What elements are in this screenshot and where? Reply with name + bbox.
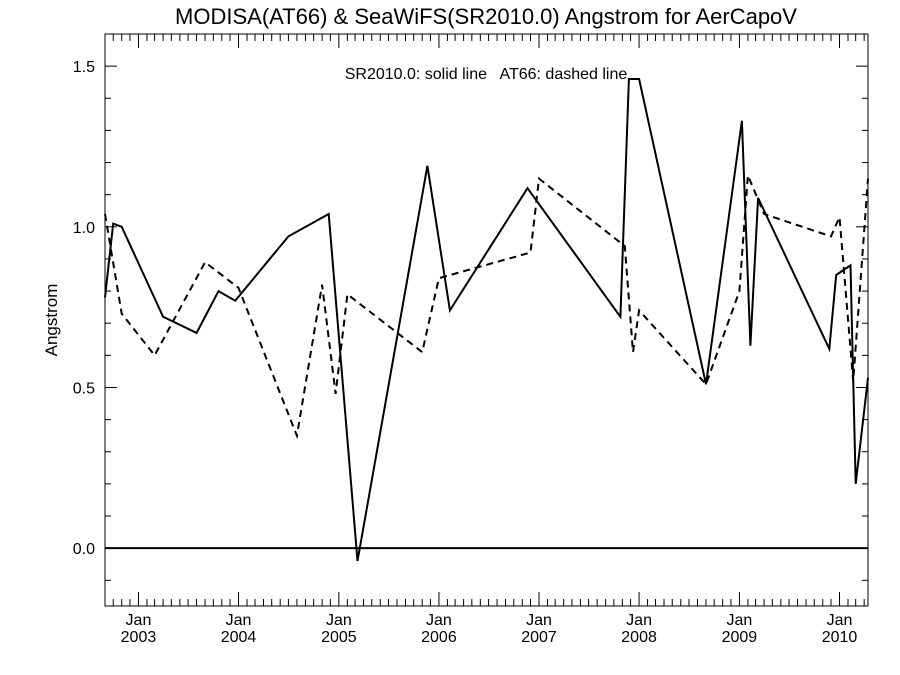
x-tick-label-year: 2004 bbox=[221, 629, 257, 646]
x-tick-label-month: Jan bbox=[727, 612, 753, 629]
x-tick-labels: Jan2003Jan2004Jan2005Jan2006Jan2007Jan20… bbox=[121, 612, 858, 646]
chart-title: MODISA(AT66) & SeaWiFS(SR2010.0) Angstro… bbox=[175, 4, 797, 29]
x-tick-label-month: Jan bbox=[526, 612, 552, 629]
x-tick-label-month: Jan bbox=[326, 612, 352, 629]
y-tick-label: 1.5 bbox=[73, 59, 95, 76]
y-tick-label: 1.0 bbox=[73, 220, 95, 237]
series-line-sr2010 bbox=[104, 78, 869, 562]
y-tick-labels: 0.0 0.5 1.0 1.5 bbox=[73, 59, 95, 558]
y-axis-label: Angstrom bbox=[42, 284, 61, 357]
x-tick-label-year: 2006 bbox=[421, 629, 457, 646]
x-tick-label-year: 2008 bbox=[621, 629, 657, 646]
series-line-at66 bbox=[104, 175, 869, 440]
x-tick-label-month: Jan bbox=[626, 612, 652, 629]
x-tick-label-month: Jan bbox=[226, 612, 252, 629]
x-tick-label-month: Jan bbox=[126, 612, 152, 629]
x-tick-label-year: 2010 bbox=[822, 629, 858, 646]
x-tick-label-year: 2007 bbox=[521, 629, 557, 646]
y-tick-label: 0.0 bbox=[73, 541, 95, 558]
x-tick-label-year: 2003 bbox=[121, 629, 157, 646]
x-tick-label-month: Jan bbox=[426, 612, 452, 629]
x-tick-label-year: 2005 bbox=[321, 629, 357, 646]
axis-ticks bbox=[104, 33, 868, 606]
plot-frame bbox=[104, 33, 869, 607]
x-tick-label-year: 2009 bbox=[722, 629, 758, 646]
y-tick-label: 0.5 bbox=[73, 380, 95, 397]
x-tick-label-month: Jan bbox=[827, 612, 853, 629]
legend-annotation: SR2010.0: solid line AT66: dashed line bbox=[345, 66, 628, 83]
